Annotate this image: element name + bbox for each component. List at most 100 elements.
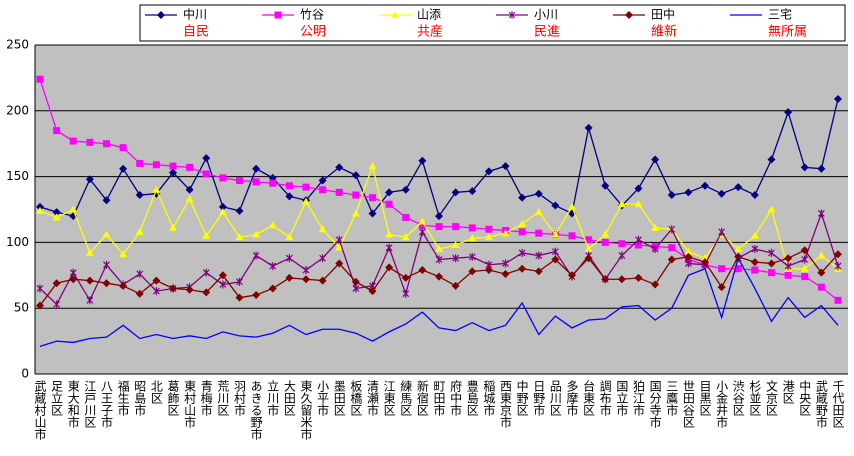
marker: [834, 296, 842, 304]
marker: [634, 273, 643, 282]
legend-party: 民進: [534, 25, 560, 40]
marker: [103, 140, 110, 148]
marker: [750, 231, 759, 239]
marker: [551, 230, 560, 238]
legend-party: 公明: [300, 25, 326, 40]
marker: [285, 233, 294, 241]
marker: [534, 267, 543, 276]
marker: [36, 284, 44, 293]
marker: [668, 244, 676, 252]
x-tick-label: 杉並区: [748, 380, 762, 416]
marker: [285, 182, 293, 190]
marker: [269, 179, 277, 187]
marker: [452, 223, 460, 231]
x-tick-label: 稲城市: [482, 380, 496, 416]
legend-label: 小川: [534, 8, 558, 22]
marker: [335, 235, 343, 244]
marker: [468, 234, 477, 242]
marker: [368, 162, 377, 170]
marker: [252, 178, 260, 186]
marker: [319, 186, 327, 194]
marker: [634, 200, 643, 208]
marker: [185, 194, 194, 202]
marker: [202, 268, 210, 277]
marker: [701, 181, 709, 190]
marker: [800, 264, 809, 272]
y-tick-label: 100: [6, 235, 29, 249]
x-tick-label: 福生市: [116, 379, 130, 416]
marker: [169, 162, 177, 170]
marker: [767, 155, 776, 164]
marker: [352, 191, 360, 199]
marker: [435, 244, 443, 252]
marker: [834, 94, 842, 103]
x-tick-label: 目黒区: [698, 380, 712, 416]
marker: [817, 209, 825, 218]
marker: [451, 188, 460, 197]
legend-label: 竹谷: [300, 8, 324, 22]
legend-label: 三宅: [768, 7, 792, 22]
marker: [385, 200, 393, 208]
legend-party: 自民: [183, 25, 209, 40]
marker: [85, 248, 94, 256]
marker: [418, 266, 427, 275]
marker: [236, 177, 243, 185]
marker: [36, 206, 44, 214]
marker: [335, 163, 344, 172]
marker: [119, 144, 127, 152]
x-tick-label: 武蔵村山市: [33, 380, 47, 440]
marker: [335, 188, 343, 196]
x-tick-label: 練馬区: [399, 380, 413, 416]
marker: [784, 271, 792, 279]
x-tick-label: 中央区: [798, 379, 812, 416]
x-tick-label: 調布市: [598, 380, 612, 416]
marker: [618, 240, 626, 248]
marker: [535, 229, 543, 237]
marker: [634, 184, 643, 193]
marker: [252, 164, 261, 173]
marker: [485, 225, 493, 233]
marker: [601, 181, 610, 190]
y-tick-label: 150: [6, 169, 29, 183]
x-tick-label: 日野市: [532, 380, 546, 416]
marker: [302, 266, 310, 275]
marker: [152, 185, 161, 193]
marker: [784, 108, 793, 117]
marker: [435, 223, 443, 231]
marker: [351, 209, 360, 217]
marker: [302, 275, 310, 284]
marker: [169, 168, 177, 177]
legend-label: 山添: [417, 8, 441, 22]
marker: [236, 277, 243, 286]
marker: [52, 279, 61, 288]
marker: [750, 191, 759, 200]
legend-box: [139, 4, 846, 42]
marker: [52, 208, 61, 217]
legend-marker: [391, 11, 399, 18]
marker: [584, 123, 593, 132]
x-tick-label: 立川市: [266, 379, 280, 416]
marker: [169, 223, 177, 231]
x-tick-label: 多摩市: [565, 380, 579, 416]
x-tick-label: 荒川区: [216, 380, 230, 416]
marker: [617, 200, 626, 208]
marker: [468, 187, 477, 196]
marker: [186, 163, 194, 171]
marker: [368, 287, 377, 296]
marker: [817, 251, 826, 259]
x-tick-label: 墨田区: [332, 380, 346, 416]
marker: [717, 189, 726, 198]
marker: [501, 162, 510, 171]
marker: [152, 276, 161, 285]
marker: [468, 267, 477, 276]
marker: [86, 138, 94, 146]
marker: [119, 281, 128, 290]
x-tick-label: 羽村市: [233, 380, 247, 416]
x-tick-label: 国立市: [615, 380, 629, 416]
marker: [784, 254, 793, 263]
marker: [401, 185, 410, 194]
marker: [103, 260, 110, 269]
x-tick-label: 小金井市: [715, 380, 729, 428]
marker: [252, 230, 261, 238]
marker: [535, 251, 543, 260]
